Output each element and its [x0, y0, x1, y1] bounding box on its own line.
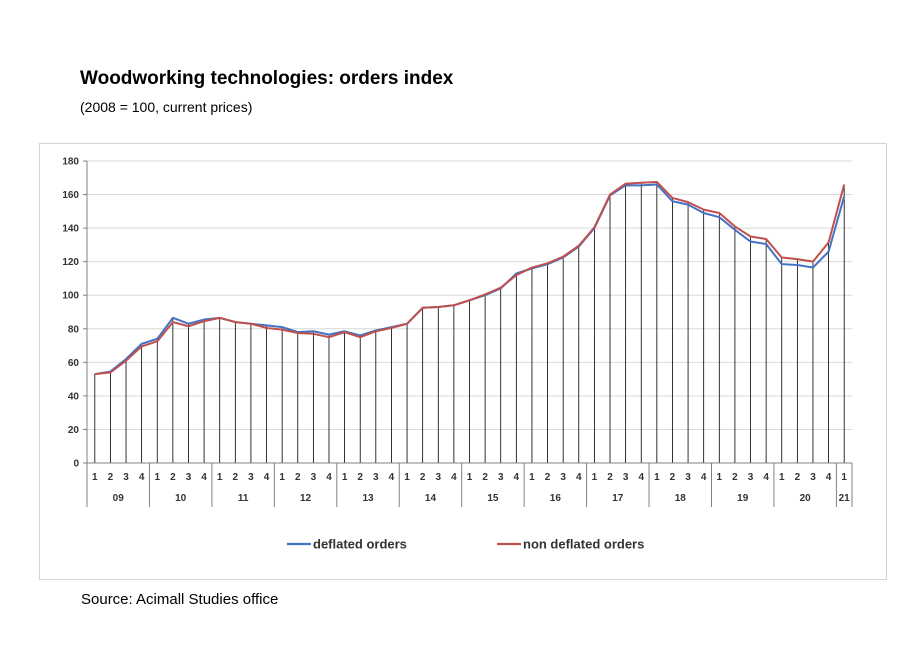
x-tick-label: 2 — [607, 472, 613, 483]
x-tick-label: 3 — [435, 472, 441, 483]
year-group-label: 11 — [238, 493, 249, 504]
y-tick-label: 100 — [62, 291, 79, 302]
year-group-label: 09 — [113, 493, 125, 504]
legend: deflated orders non deflated orders — [287, 537, 644, 552]
year-group-label: 12 — [300, 493, 312, 504]
x-tick-label: 2 — [670, 472, 676, 483]
x-tick-label: 1 — [92, 472, 98, 483]
x-tick-label: 1 — [279, 472, 285, 483]
x-tick-label: 1 — [654, 472, 660, 483]
x-tick-label: 4 — [701, 472, 707, 483]
x-tick-label: 4 — [763, 472, 769, 483]
year-group-label: 13 — [362, 493, 374, 504]
x-tick-label: 3 — [560, 472, 566, 483]
x-tick-label: 3 — [623, 472, 629, 483]
year-group-label: 17 — [612, 493, 624, 504]
x-tick-label: 2 — [420, 472, 426, 483]
y-tick-label: 180 — [62, 157, 79, 168]
x-tick-label: 4 — [389, 472, 395, 483]
year-group-label: 19 — [737, 493, 749, 504]
x-tick-label: 2 — [357, 472, 363, 483]
x-tick-label: 3 — [123, 472, 129, 483]
y-tick-label: 160 — [62, 190, 79, 201]
series-line-non-deflated — [94, 180, 846, 376]
x-tick-label: 4 — [514, 472, 520, 483]
x-tick-label: 1 — [217, 472, 223, 483]
chart-subtitle: (2008 = 100, current prices) — [80, 99, 253, 115]
y-tick-label: 140 — [62, 224, 79, 235]
year-group-label: 21 — [839, 493, 851, 504]
x-tick-label: 2 — [545, 472, 551, 483]
series-lines — [94, 180, 846, 376]
y-tick-label: 20 — [68, 425, 80, 436]
x-tick-label: 3 — [685, 472, 691, 483]
year-group-label: 16 — [550, 493, 562, 504]
year-group-label: 14 — [425, 493, 437, 504]
x-tick-label: 1 — [342, 472, 348, 483]
x-tick-label: 2 — [170, 472, 176, 483]
x-tick-label: 3 — [498, 472, 504, 483]
x-tick-label: 4 — [451, 472, 457, 483]
y-tick-label: 80 — [68, 324, 80, 335]
x-tick-label: 2 — [482, 472, 488, 483]
x-tick-label: 1 — [529, 472, 535, 483]
x-tick-label: 3 — [373, 472, 379, 483]
chart-title: Woodworking technologies: orders index — [80, 68, 454, 89]
x-tick-label: 4 — [201, 472, 207, 483]
year-group-label: 18 — [675, 493, 687, 504]
source-note: Source: Acimall Studies office — [81, 591, 279, 608]
x-tick-label: 4 — [638, 472, 644, 483]
legend-label: deflated orders — [313, 537, 407, 552]
x-tick-label: 4 — [139, 472, 145, 483]
x-tick-label: 4 — [326, 472, 332, 483]
x-tick-label: 3 — [186, 472, 192, 483]
x-tick-label: 1 — [404, 472, 410, 483]
x-tick-label: 3 — [748, 472, 754, 483]
x-tick-label: 4 — [576, 472, 582, 483]
y-tick-label: 0 — [73, 459, 79, 470]
x-tick-label: 1 — [154, 472, 160, 483]
x-tick-label: 1 — [467, 472, 473, 483]
x-tick-label: 2 — [732, 472, 738, 483]
x-tick-label: 4 — [264, 472, 270, 483]
chart-frame — [39, 143, 887, 580]
year-group-label: 20 — [800, 493, 812, 504]
drop-lines — [94, 181, 845, 463]
y-tick-label: 120 — [62, 257, 79, 268]
x-tick-label: 2 — [108, 472, 114, 483]
year-group-label: 10 — [175, 493, 187, 504]
x-tick-label: 2 — [295, 472, 301, 483]
year-group-label: 15 — [487, 493, 499, 504]
legend-label: non deflated orders — [523, 537, 644, 552]
x-tick-label: 1 — [592, 472, 598, 483]
x-tick-label: 1 — [841, 472, 847, 483]
x-tick-label: 4 — [826, 472, 832, 483]
x-tick-label: 3 — [810, 472, 816, 483]
x-tick-label: 1 — [779, 472, 785, 483]
y-tick-label: 60 — [68, 358, 80, 369]
x-tick-label: 2 — [795, 472, 801, 483]
x-tick-label: 3 — [311, 472, 317, 483]
x-tick-label: 2 — [233, 472, 239, 483]
x-tick-label: 1 — [717, 472, 723, 483]
x-tick-label: 3 — [248, 472, 254, 483]
y-tick-label: 40 — [68, 391, 80, 402]
